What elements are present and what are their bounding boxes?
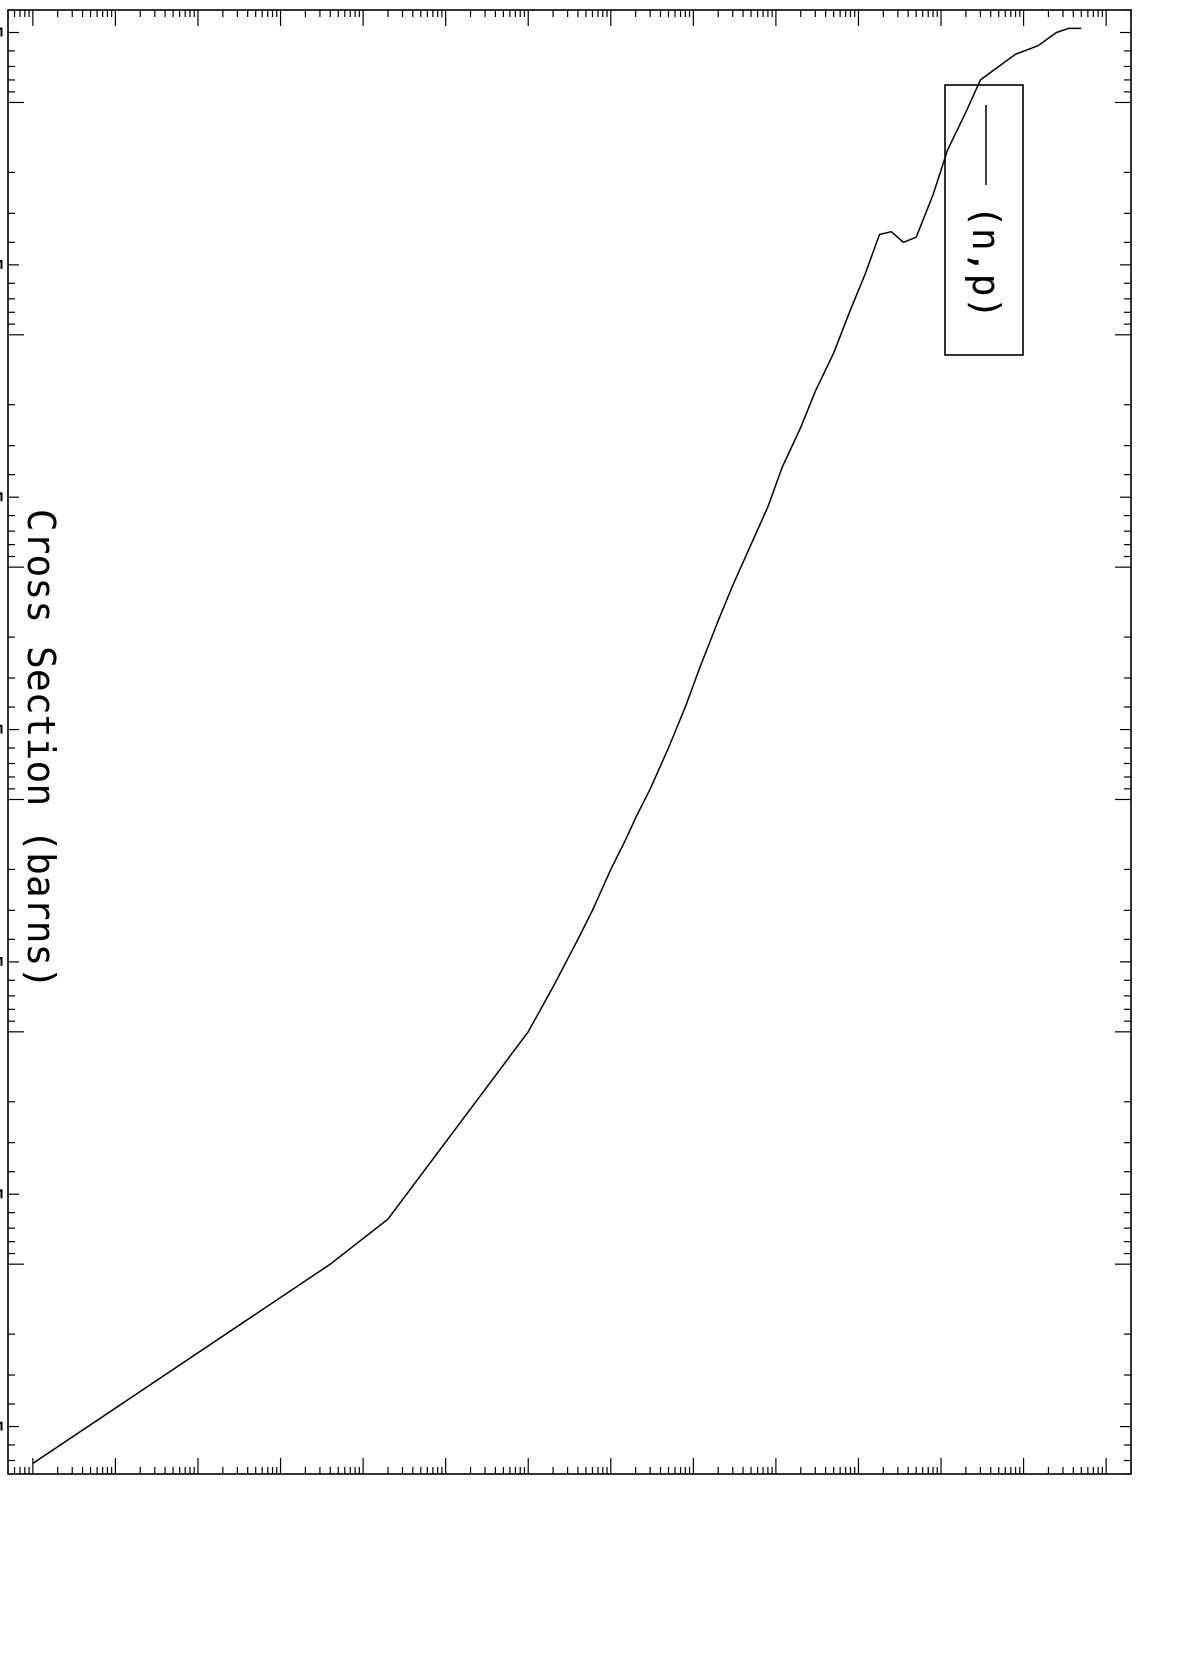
legend-entry-np: (n,p) [964, 205, 1008, 319]
legend-box [944, 84, 1024, 356]
y-minor-tick-label: 5 [0, 25, 7, 39]
y-minor-tick-label: 5 [0, 258, 7, 272]
legend: (n,p) [944, 84, 1024, 356]
series-line-np [32, 27, 1082, 1465]
y-axis-label: Cross Section (barns) [19, 509, 63, 989]
plot-frame [7, 9, 1132, 1475]
axis-ticks [7, 9, 1132, 1475]
y-minor-tick-label: 5 [0, 490, 7, 504]
y-minor-tick-label: 5 [0, 722, 7, 736]
y-minor-tick-label: 5 [0, 955, 7, 969]
y-minor-tick-label: 5 [0, 1187, 7, 1201]
y-minor-tick-label: 5 [0, 1419, 7, 1433]
y-tick-labels: 10-11001011021031041055555555 [0, 25, 7, 1434]
